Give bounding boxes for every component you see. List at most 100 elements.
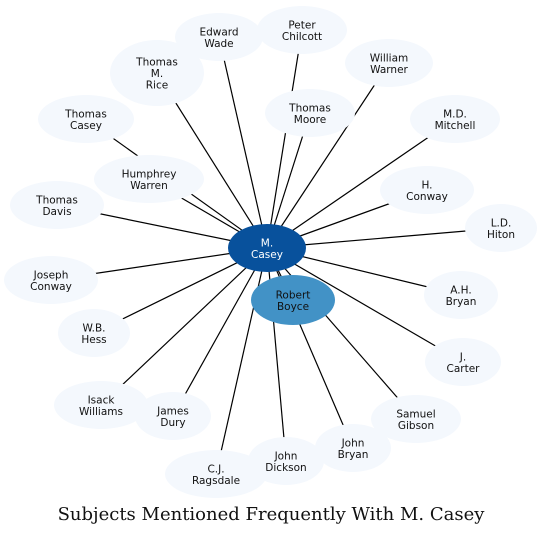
node-label-line: John <box>274 450 298 462</box>
node-label-line: Warren <box>130 180 167 192</box>
node-label-line: C.J. <box>207 463 224 475</box>
diagram-title: Subjects Mentioned Frequently With M. Ca… <box>58 504 486 525</box>
node-ellipse <box>110 40 204 106</box>
node-label-line: Bryan <box>338 449 369 461</box>
node-label-line: Ragsdale <box>192 475 240 487</box>
node-label-line: James <box>156 405 189 417</box>
node-label-line: Thomas <box>288 102 331 114</box>
nodes-layer: EdwardWadePeterChilcottThomasM.RiceWilli… <box>4 6 537 498</box>
node-j-carter: J.Carter <box>425 338 501 386</box>
node-label-line: Bryan <box>446 296 477 308</box>
node-ellipse <box>265 89 355 137</box>
node-label-line: J. <box>459 351 466 363</box>
node-label-line: W.B. <box>82 322 105 334</box>
node-ellipse <box>94 155 204 203</box>
node-label-line: H. <box>421 179 432 191</box>
node-label-line: Wade <box>204 38 233 50</box>
node-ellipse <box>10 181 104 229</box>
node-ellipse <box>38 95 134 143</box>
node-ellipse <box>465 204 537 252</box>
node-ellipse <box>410 95 500 143</box>
node-label-line: M.D. <box>443 108 467 120</box>
node-label-line: Samuel <box>396 408 435 420</box>
edge-james-dury <box>172 247 268 417</box>
node-label-line: Conway <box>406 191 448 203</box>
edge-william-warner <box>266 62 390 249</box>
node-label-line: Gibson <box>398 420 434 432</box>
node-ellipse <box>165 450 267 498</box>
node-label-line: Davis <box>42 206 71 218</box>
node-label-line: Thomas <box>135 57 178 69</box>
node-label-line: Williams <box>79 406 123 418</box>
node-label-line: Casey <box>251 249 283 261</box>
node-label-line: Edward <box>199 26 238 38</box>
edge-peter-chilcott <box>266 29 303 249</box>
node-ellipse <box>135 392 211 440</box>
edge-isack-williams <box>100 247 268 406</box>
node-ellipse <box>315 424 391 472</box>
node-label-line: Mitchell <box>435 120 476 132</box>
node-label-line: John <box>341 437 365 449</box>
node-label-line: Thomas <box>64 108 107 120</box>
edge-cj-ragsdale <box>215 247 268 475</box>
node-label-line: Dury <box>160 417 185 429</box>
node-ellipse <box>54 381 148 429</box>
node-label-line: Conway <box>30 281 72 293</box>
edge-md-mitchell <box>266 118 456 249</box>
node-label-line: Warner <box>370 64 408 76</box>
node-ellipse <box>424 271 498 319</box>
node-label-line: Rice <box>146 80 168 92</box>
node-ellipse <box>4 256 98 304</box>
edge-ld-hiton <box>266 227 502 249</box>
node-label-line: William <box>370 52 408 64</box>
center-node-m-casey: M.Casey <box>228 224 306 272</box>
node-wb-hess: W.B.Hess <box>58 309 130 357</box>
node-cj-ragsdale: C.J.Ragsdale <box>165 450 267 498</box>
node-label-line: Carter <box>447 363 481 375</box>
edge-j-carter <box>266 247 464 363</box>
node-label-line: Moore <box>294 114 326 126</box>
node-ellipse <box>58 309 130 357</box>
node-h-conway: H.Conway <box>380 166 474 214</box>
node-label-line: Humphrey <box>122 168 177 180</box>
node-label-line: Casey <box>70 120 102 132</box>
node-ah-bryan: A.H.Bryan <box>424 271 498 319</box>
edge-edward-wade <box>218 36 268 249</box>
node-label-line: Thomas <box>35 194 78 206</box>
node-ellipse <box>251 275 335 325</box>
node-ellipse <box>248 437 324 485</box>
node-label-line: Hess <box>81 334 106 346</box>
node-label-line: Boyce <box>277 301 309 313</box>
node-ellipse <box>380 166 474 214</box>
node-label-line: Dickson <box>265 462 306 474</box>
node-ellipse <box>371 395 461 443</box>
node-label-line: L.D. <box>491 217 512 229</box>
node-md-mitchell: M.D.Mitchell <box>410 95 500 143</box>
node-ellipse <box>425 338 501 386</box>
node-ld-hiton: L.D.Hiton <box>465 204 537 252</box>
node-label-line: Robert <box>276 289 311 301</box>
node-label-line: M. <box>151 68 163 80</box>
node-label-line: Peter <box>288 19 316 31</box>
node-ellipse <box>257 6 347 54</box>
node-ellipse <box>228 224 306 272</box>
node-ellipse <box>175 13 263 61</box>
node-label-line: Hiton <box>487 229 515 241</box>
edge-samuel-gibson <box>266 247 417 420</box>
